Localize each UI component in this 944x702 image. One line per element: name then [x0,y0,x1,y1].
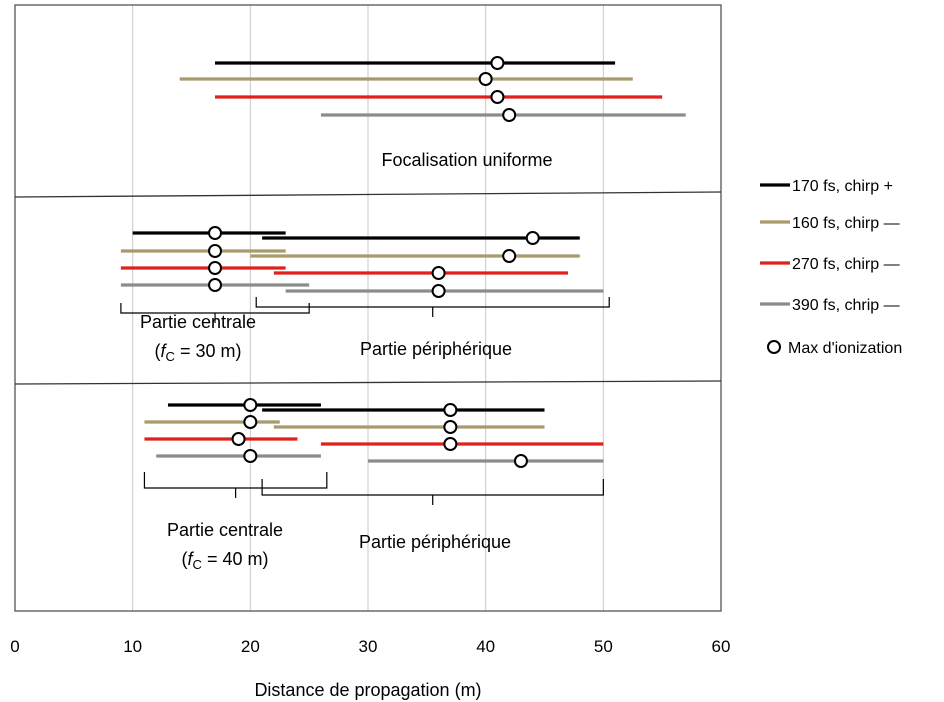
uniform-1-max-marker [478,72,493,86]
peripheral-1-1-max-marker [502,249,517,263]
x-ticks: 0 10 20 30 40 50 60 [10,637,730,656]
legend-label-3: 390 fs, chrip — [792,297,900,314]
peripheral-brace-1 [255,297,610,317]
peripheral-1-3-max-marker [431,284,446,298]
panel-fc-1: Partie centrale (fC = 30 m) Partie périphé… [120,226,610,364]
legend-label-4: Max d'ionization [788,340,902,357]
uniform-3-max-marker [502,108,517,122]
legend: 170 fs, chirp + 160 fs, chirp — 270 fs, ch… [760,178,902,357]
central-brace-1 [120,303,310,323]
x-tick-label-30: 30 [359,637,378,656]
legend-marker-4 [767,340,781,354]
central-label-1-line2: (fC = 30 m) [155,341,242,364]
central-2-3-max-marker [243,449,258,463]
peripheral-1-0-max-marker [525,231,540,245]
legend-label-0: 170 fs, chirp + [792,178,893,195]
x-tick-label-10: 10 [123,637,142,656]
x-tick-label-0: 0 [10,637,19,656]
peripheral-1-2-max-marker [431,266,446,280]
central-brace-2 [143,472,328,498]
peripheral-2-0-max-marker [443,403,458,417]
uniform-2-max-marker [490,90,505,104]
central-2-1-max-marker [243,415,258,429]
peripheral-label-1-line1: Partie périphérique [360,339,512,359]
panel-label-uniform: Focalisation uniforme [381,150,552,170]
gridlines [132,5,604,611]
panel-divider-1 [14,191,722,198]
central-label-2-line1: Partie centrale [167,520,283,540]
peripheral-2-2-max-marker [443,437,458,451]
x-tick-label-40: 40 [476,637,495,656]
legend-label-2: 270 fs, chirp — [792,256,900,273]
x-tick-label-20: 20 [241,637,260,656]
peripheral-brace-2 [261,479,604,505]
central-2-0-max-marker [243,398,258,412]
central-1-1-max-marker [208,244,223,258]
peripheral-label-2-line1: Partie périphérique [359,532,511,552]
panels: Focalisation uniforme Partie centrale (fC … [120,56,686,572]
central-2-2-max-marker [231,432,246,446]
central-label-1-line1: Partie centrale [140,312,256,332]
peripheral-2-3-max-marker [513,454,528,468]
panel-uniform: Focalisation uniforme [179,56,686,170]
x-axis-title: Distance de propagation (m) [254,680,481,700]
x-tick-label-60: 60 [712,637,731,656]
panel-divider-2 [14,380,722,385]
legend-label-1: 160 fs, chirp — [792,215,900,232]
x-tick-label-50: 50 [594,637,613,656]
panel-fc-2: Partie centrale (fC = 40 m) Partie périphé… [143,398,604,572]
plot-frame [14,4,722,612]
central-label-2-line2: (fC = 40 m) [182,549,269,572]
central-1-0-max-marker [208,226,223,240]
uniform-0-max-marker [490,56,505,70]
peripheral-2-1-max-marker [443,420,458,434]
plot-border [14,4,722,612]
central-1-3-max-marker [208,278,223,292]
central-1-2-max-marker [208,261,223,275]
